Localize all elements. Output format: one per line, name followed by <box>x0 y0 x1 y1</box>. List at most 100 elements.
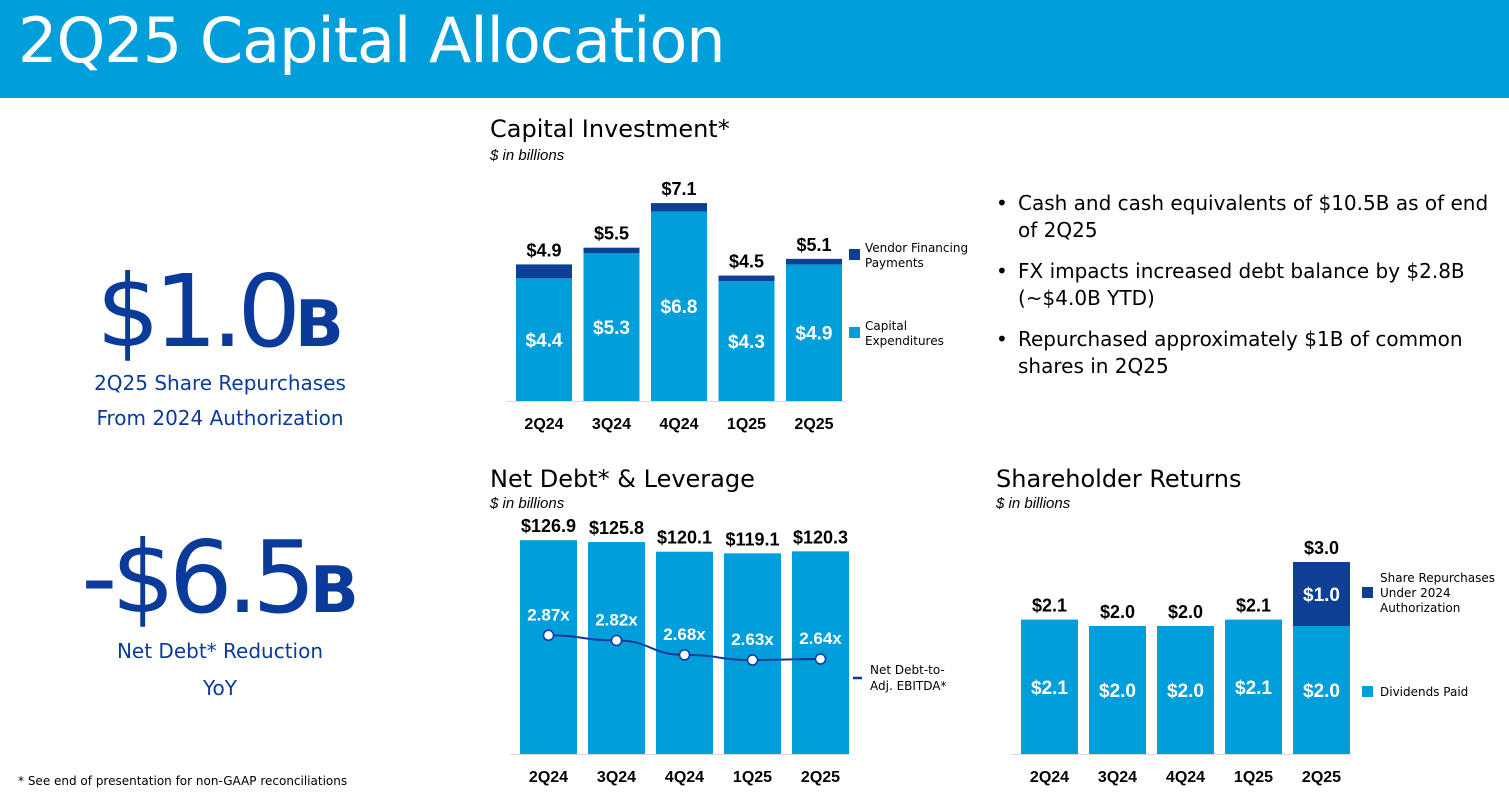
leverage-legend-label: Net Debt-to- <box>870 663 945 677</box>
capex-category-label: 1Q25 <box>727 416 766 433</box>
netdebt-bar-main <box>520 540 577 754</box>
capex-segment-label: $5.3 <box>593 318 630 339</box>
netdebt-title: Net Debt* & Leverage <box>490 465 755 493</box>
returns-legend-swatch <box>1362 686 1373 697</box>
kpi-value: $1.0B <box>50 262 390 362</box>
page-title: 2Q25 Capital Allocation <box>18 4 726 77</box>
netdebt-category-label: 2Q24 <box>529 769 568 786</box>
bullet-dot-icon: • <box>996 191 1008 215</box>
bullet-item: • Cash and cash equivalents of $10.5B as … <box>996 190 1496 244</box>
bullet-text: FX impacts increased debt balance by $2.… <box>1018 259 1465 310</box>
returns-bar-main <box>1157 626 1214 754</box>
kpi-share-repurchases: $1.0B 2Q25 Share Repurchases From 2024 A… <box>50 262 390 432</box>
returns-legend-label: Authorization <box>1380 601 1460 615</box>
netdebt-bar-main <box>588 542 645 754</box>
capex-bar-top <box>583 247 640 254</box>
key-points-list: • Cash and cash equivalents of $10.5B as … <box>996 190 1496 394</box>
bullet-item: • FX impacts increased debt balance by $2… <box>996 258 1496 312</box>
capex-category-label: 2Q24 <box>524 416 563 433</box>
returns-category-label: 1Q25 <box>1234 769 1273 786</box>
capex-total-label: $4.5 <box>729 252 764 272</box>
leverage-point <box>610 634 623 647</box>
capex-category-label: 4Q24 <box>659 416 698 433</box>
returns-category-label: 4Q24 <box>1166 769 1205 786</box>
kpi-caption: YoY <box>202 676 237 700</box>
returns-bar-main <box>1293 626 1350 754</box>
returns-segment-label: $2.1 <box>1031 678 1068 699</box>
netdebt-category-label: 2Q25 <box>801 769 840 786</box>
returns-title: Shareholder Returns <box>996 465 1242 493</box>
returns-segment-label: $2.0 <box>1303 681 1340 702</box>
capex-bar-top <box>516 264 572 279</box>
returns-bar-main <box>1021 619 1078 754</box>
capex-bar-top <box>718 275 775 282</box>
capex-category-label: 3Q24 <box>592 416 631 433</box>
capex-segment-label: $4.3 <box>728 332 765 353</box>
netdebt-total-label: $120.3 <box>793 527 848 547</box>
capex-category-label: 2Q25 <box>794 416 833 433</box>
leverage-point <box>542 629 555 642</box>
leverage-label: 2.63x <box>731 630 774 649</box>
netdebt-total-label: $126.9 <box>521 516 576 536</box>
capex-segment-label: $6.8 <box>661 297 698 318</box>
bullet-dot-icon: • <box>996 327 1008 351</box>
returns-total-label: $2.0 <box>1100 602 1135 622</box>
returns-total-label: $2.1 <box>1236 596 1271 616</box>
returns-segment-label: $2.0 <box>1099 681 1136 702</box>
returns-category-label: 2Q24 <box>1030 769 1069 786</box>
returns-bar-main <box>1089 626 1146 754</box>
kpi-value: -$6.5B <box>40 528 400 628</box>
netdebt-total-label: $120.1 <box>657 528 712 548</box>
kpi-caption: 2Q25 Share Repurchases <box>94 371 346 395</box>
netdebt-category-label: 1Q25 <box>733 769 772 786</box>
capex-bar-main <box>583 253 640 401</box>
kpi-caption: Net Debt* Reduction <box>116 639 324 663</box>
capex-bar-main <box>786 264 842 401</box>
returns-segment-label: $2.0 <box>1167 681 1204 702</box>
capex-total-label: $5.5 <box>594 224 629 244</box>
netdebt-category-label: 3Q24 <box>597 769 636 786</box>
leverage-label: 2.64x <box>799 629 842 648</box>
netdebt-category-label: 4Q24 <box>665 769 704 786</box>
capex-bar-main <box>651 211 707 401</box>
netdebt-total-label: $119.1 <box>725 529 779 549</box>
bullet-item: • Repurchased approximately $1B of common… <box>996 326 1496 380</box>
returns-category-label: 2Q25 <box>1302 769 1341 786</box>
kpi-caption: From 2024 Authorization <box>96 406 344 430</box>
capex-total-label: $4.9 <box>526 240 561 260</box>
header-banner: 2Q25 Capital Allocation <box>0 0 1509 98</box>
returns-legend-label: Dividends Paid <box>1380 685 1468 699</box>
capex-legend-label: Vendor Financing <box>865 241 968 255</box>
returns-total-label: $2.1 <box>1032 596 1067 616</box>
kpi-number: $1.0 <box>96 253 301 370</box>
capex-segment-label: $4.9 <box>796 324 833 345</box>
returns-legend-label: Under 2024 <box>1380 586 1451 600</box>
capex-legend-label: Expenditures <box>865 334 944 348</box>
returns-category-label: 3Q24 <box>1098 769 1137 786</box>
capex-legend-swatch <box>849 327 860 338</box>
returns-bar-main <box>1225 619 1282 754</box>
leverage-point <box>746 654 759 666</box>
returns-bar-top <box>1293 562 1350 626</box>
capex-segment-label: $4.4 <box>526 331 563 352</box>
capex-bar-top <box>651 203 707 212</box>
leverage-point <box>678 649 691 661</box>
returns-total-label: $3.0 <box>1304 538 1339 558</box>
bullet-text: Repurchased approximately $1B of common … <box>1018 327 1463 378</box>
leverage-label: 2.68x <box>663 625 706 644</box>
kpi-unit: B <box>309 554 359 628</box>
netdebt-subtitle: $ in billions <box>490 495 565 512</box>
capex-bar-top <box>786 258 842 265</box>
netdebt-total-label: $125.8 <box>589 518 644 538</box>
kpi-number: -$6.5 <box>81 519 316 636</box>
capex-bar-main <box>516 278 572 401</box>
kpi-net-debt-reduction: -$6.5B Net Debt* Reduction YoY <box>40 528 400 702</box>
capex-total-label: $5.1 <box>796 235 831 255</box>
leverage-label: 2.87x <box>527 605 570 624</box>
capex-legend-label: Payments <box>865 256 924 270</box>
bullet-text: Cash and cash equivalents of $10.5B as o… <box>1018 191 1489 242</box>
leverage-label: 2.82x <box>595 610 638 629</box>
capex-subtitle: $ in billions <box>490 147 565 164</box>
capex-total-label: $7.1 <box>661 179 696 199</box>
